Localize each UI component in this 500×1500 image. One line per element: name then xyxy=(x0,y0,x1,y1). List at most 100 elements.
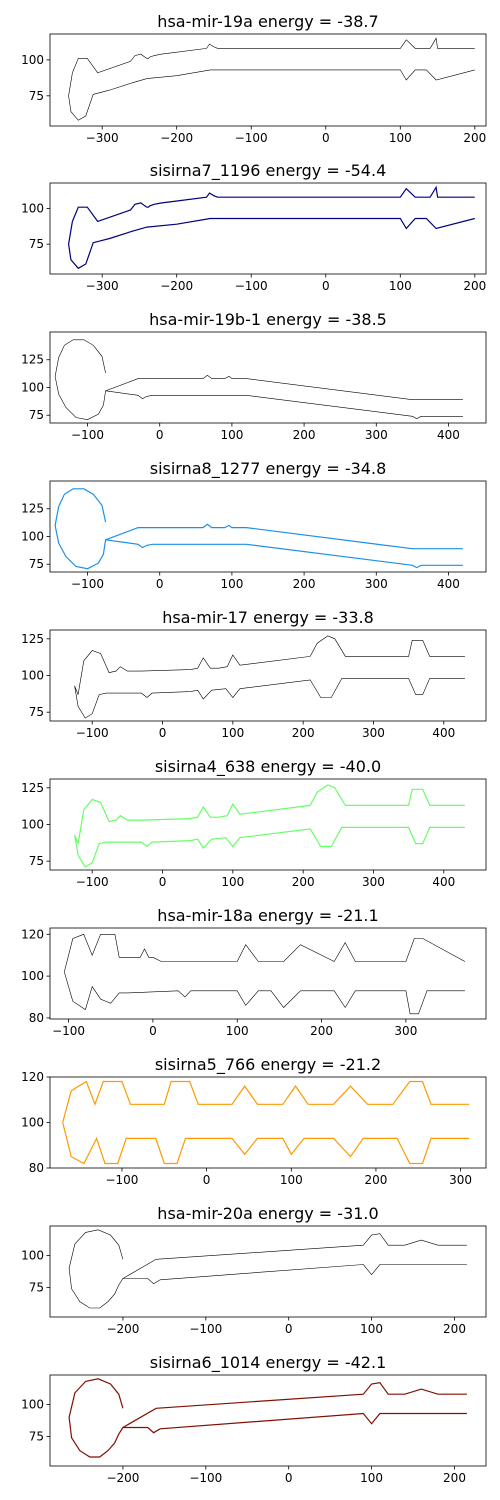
plot-frame xyxy=(50,34,486,126)
y-tick-label: 75 xyxy=(29,237,44,251)
y-tick-label: 100 xyxy=(21,1116,44,1130)
y-tick-label: 80 xyxy=(29,1161,44,1175)
x-tick-label: −100 xyxy=(189,1322,222,1336)
x-tick-label: 300 xyxy=(362,726,385,740)
x-tick-label: 100 xyxy=(220,577,243,591)
x-tick-label: 100 xyxy=(360,1471,383,1485)
hairpin-lower-strand xyxy=(64,972,465,1014)
x-tick-label: 0 xyxy=(156,577,164,591)
y-tick-label: 100 xyxy=(21,53,44,67)
y-tick-label: 100 xyxy=(21,969,44,983)
y-tick-label: 125 xyxy=(21,781,44,795)
x-tick-label: −100 xyxy=(76,875,109,889)
panel-title: sisirna8_1277 energy = -34.8 xyxy=(150,459,387,479)
x-tick-label: 0 xyxy=(285,1471,293,1485)
panel-3: hsa-mir-19b-1 energy = -38.5 −100 0 100 200 3… xyxy=(21,310,486,442)
x-tick-label: 0 xyxy=(322,279,330,293)
panel-9: hsa-mir-20a energy = -31.0 −200 −100 0 100 20… xyxy=(21,1204,486,1336)
plot-frame xyxy=(50,481,486,572)
y-tick-label: 100 xyxy=(21,1397,44,1411)
x-tick-label: 100 xyxy=(226,1024,249,1038)
panel-10: sisirna6_1014 energy = -42.1 −200 −100 0 100… xyxy=(21,1353,486,1485)
x-tick-label: 100 xyxy=(221,726,244,740)
hairpin-lower-strand xyxy=(63,1123,469,1164)
x-tick-label: −300 xyxy=(86,131,119,145)
hairpin-upper-strand xyxy=(55,340,463,420)
hairpin-lower-strand xyxy=(123,1414,467,1433)
x-tick-label: −200 xyxy=(106,1471,139,1485)
hairpin-upper-strand xyxy=(64,934,465,972)
y-tick-label: 75 xyxy=(29,89,44,103)
panel-title: sisirna7_1196 energy = -54.4 xyxy=(150,161,387,181)
y-tick-label: 125 xyxy=(21,502,44,516)
panel-title: hsa-mir-19b-1 energy = -38.5 xyxy=(149,310,387,329)
x-tick-label: 100 xyxy=(280,1173,303,1187)
x-tick-label: 0 xyxy=(322,131,330,145)
x-tick-label: 100 xyxy=(221,875,244,889)
hairpin-lower-strand xyxy=(69,219,475,269)
x-tick-label: 400 xyxy=(432,726,455,740)
plot-frame xyxy=(50,779,486,870)
x-tick-label: 0 xyxy=(159,875,167,889)
panel-8: sisirna5_766 energy = -21.2−100 0 100 200 30… xyxy=(21,1055,486,1187)
x-tick-label: −100 xyxy=(71,428,104,442)
panel-title: sisirna5_766 energy = -21.2 xyxy=(155,1055,381,1075)
hairpin-lower-strand xyxy=(106,391,463,419)
y-tick-label: 75 xyxy=(29,705,44,719)
x-tick-label: −200 xyxy=(160,131,193,145)
hairpin-lower-strand xyxy=(123,1265,467,1284)
x-tick-label: 0 xyxy=(159,726,167,740)
plot-frame xyxy=(50,630,486,721)
x-tick-label: 100 xyxy=(220,428,243,442)
panel-6: sisirna4_638 energy = -40.0 −100 0 100 200 30… xyxy=(21,757,486,889)
panel-title: hsa-mir-19a energy = -38.7 xyxy=(157,12,378,31)
x-tick-label: 300 xyxy=(365,577,388,591)
x-tick-label: −100 xyxy=(189,1471,222,1485)
hairpin-upper-strand xyxy=(72,38,474,73)
x-tick-label: 0 xyxy=(285,1322,293,1336)
x-tick-label: −100 xyxy=(52,1024,85,1038)
panel-title: sisirna6_1014 energy = -42.1 xyxy=(150,1353,387,1373)
x-tick-label: 200 xyxy=(310,1024,333,1038)
x-tick-label: 200 xyxy=(443,1322,466,1336)
panel-title: hsa-mir-20a energy = -31.0 xyxy=(157,1204,378,1223)
x-tick-label: 100 xyxy=(389,131,412,145)
x-tick-label: −200 xyxy=(106,1322,139,1336)
x-tick-label: 300 xyxy=(449,1173,472,1187)
y-tick-label: 75 xyxy=(29,408,44,422)
hairpin-upper-strand xyxy=(69,1230,467,1308)
y-tick-label: 100 xyxy=(21,202,44,216)
hairpin-lower-strand xyxy=(75,827,465,867)
x-tick-label: −200 xyxy=(160,279,193,293)
y-tick-label: 75 xyxy=(29,1281,44,1295)
panel-title: hsa-mir-17 energy = -33.8 xyxy=(162,608,374,627)
panel-title: sisirna4_638 energy = -40.0 xyxy=(155,757,381,777)
x-tick-label: 200 xyxy=(463,279,486,293)
y-tick-label: 100 xyxy=(21,380,44,394)
x-tick-label: 100 xyxy=(360,1322,383,1336)
y-tick-label: 75 xyxy=(29,557,44,571)
plot-frame xyxy=(50,928,486,1019)
x-tick-label: 100 xyxy=(389,279,412,293)
panel-1: hsa-mir-19a energy = -38.7 −300 −200 −100 0 1… xyxy=(21,12,486,145)
y-tick-label: 100 xyxy=(21,1248,44,1262)
x-tick-label: 200 xyxy=(463,131,486,145)
hairpin-lower-strand xyxy=(69,70,475,120)
hairpin-lower-strand xyxy=(75,678,465,718)
y-tick-label: 75 xyxy=(29,1430,44,1444)
hairpin-lower-strand xyxy=(106,540,463,568)
x-tick-label: 0 xyxy=(156,428,164,442)
x-tick-label: 200 xyxy=(443,1471,466,1485)
plot-frame xyxy=(50,1077,486,1168)
hairpin-upper-strand xyxy=(55,489,463,569)
y-tick-label: 125 xyxy=(21,353,44,367)
x-tick-label: 200 xyxy=(293,428,316,442)
hairpin-upper-strand xyxy=(78,785,465,844)
x-tick-label: 200 xyxy=(364,1173,387,1187)
y-tick-label: 100 xyxy=(21,669,44,683)
x-tick-label: 0 xyxy=(149,1024,157,1038)
hairpin-upper-strand xyxy=(72,187,474,221)
x-tick-label: −100 xyxy=(235,131,268,145)
y-tick-label: 80 xyxy=(29,1011,44,1025)
x-tick-label: 300 xyxy=(365,428,388,442)
